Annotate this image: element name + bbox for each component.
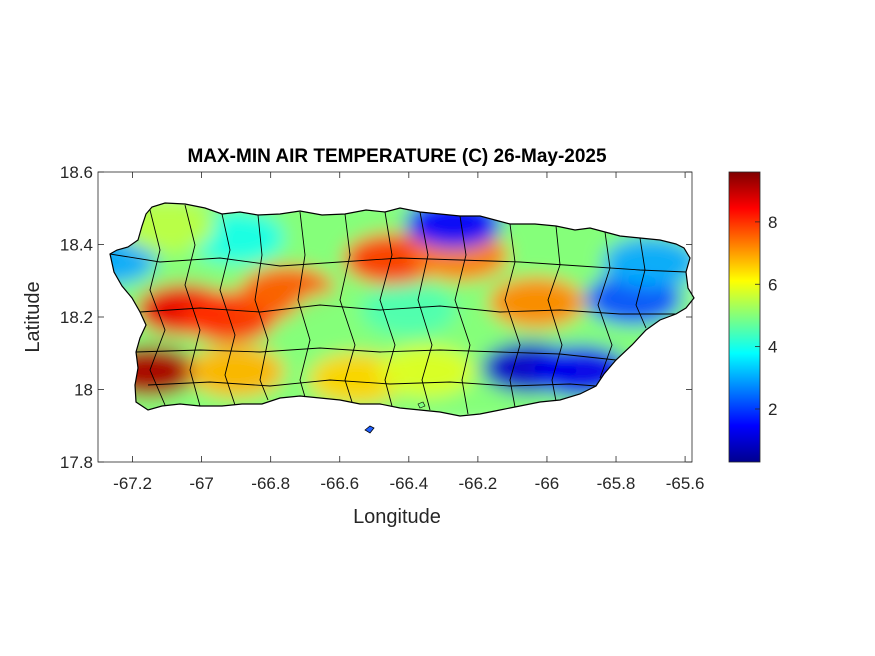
- colorbar-ticks: 2 4 6 8: [755, 213, 777, 419]
- chart-title: MAX-MIN AIR TEMPERATURE (C) 26-May-2025: [187, 146, 607, 167]
- temperature-field: [110, 203, 694, 416]
- boundary-line: [139, 304, 676, 315]
- x-tick-label: -66.6: [320, 474, 359, 493]
- colorbar-tick-label: 6: [768, 275, 777, 294]
- field-sample-14: [378, 345, 475, 398]
- y-tick-label: 18.4: [60, 236, 93, 255]
- x-tick-label: -65.6: [666, 474, 705, 493]
- boundary-line: [547, 225, 563, 402]
- field-sample-19: [602, 236, 694, 289]
- boundary-line: [184, 204, 201, 407]
- colorbar-tick-label: 8: [768, 213, 777, 232]
- x-tick-label: -66.2: [459, 474, 498, 493]
- colorbar-tick-label: 2: [768, 400, 777, 419]
- boundary-line: [597, 231, 613, 379]
- boundary-line: [149, 209, 166, 406]
- boundary-line: [635, 237, 647, 329]
- boundary-line: [254, 214, 269, 401]
- boundary-line: [504, 223, 521, 408]
- y-tick-label: 18.6: [60, 163, 93, 182]
- coastline: [109, 202, 695, 417]
- boundary-line: [339, 213, 356, 403]
- boundary-line: [147, 379, 597, 387]
- field-sample-6: [488, 276, 585, 329]
- boundary-line: [454, 215, 471, 415]
- y-tick-label: 17.8: [60, 453, 93, 472]
- field-sample-8: [110, 233, 157, 285]
- caja-de-muertos-island: [364, 425, 375, 434]
- boundary-line: [219, 213, 236, 406]
- boundary-line: [379, 211, 396, 407]
- colorbar: [728, 171, 761, 463]
- field-sample-18: [188, 345, 285, 398]
- y-axis-label: Latitude: [22, 281, 44, 352]
- x-tick-label: -65.8: [597, 474, 636, 493]
- x-tick-label: -67.2: [113, 474, 152, 493]
- x-tick-label: -66.8: [251, 474, 290, 493]
- x-axis: -67.2 -67 -66.8 -66.6 -66.4 -66.2 -66 -65.8 -65.…: [113, 172, 704, 493]
- x-tick-label: -67: [189, 474, 214, 493]
- desecheo-island: [417, 401, 426, 409]
- boundary-line: [109, 253, 687, 273]
- x-axis-label: Longitude: [353, 506, 441, 528]
- y-tick-label: 18.2: [60, 308, 93, 327]
- x-tick-label: -66.4: [389, 474, 428, 493]
- y-tick-label: 18: [74, 381, 93, 400]
- boundary-line: [135, 347, 617, 361]
- municipality-boundaries: [109, 204, 687, 415]
- boundary-line: [417, 211, 433, 411]
- y-axis: 17.8 18 18.2 18.4 18.6: [60, 163, 692, 472]
- x-tick-label: -66: [535, 474, 560, 493]
- colorbar-tick-label: 4: [768, 338, 777, 357]
- field-sample-17: [360, 283, 457, 336]
